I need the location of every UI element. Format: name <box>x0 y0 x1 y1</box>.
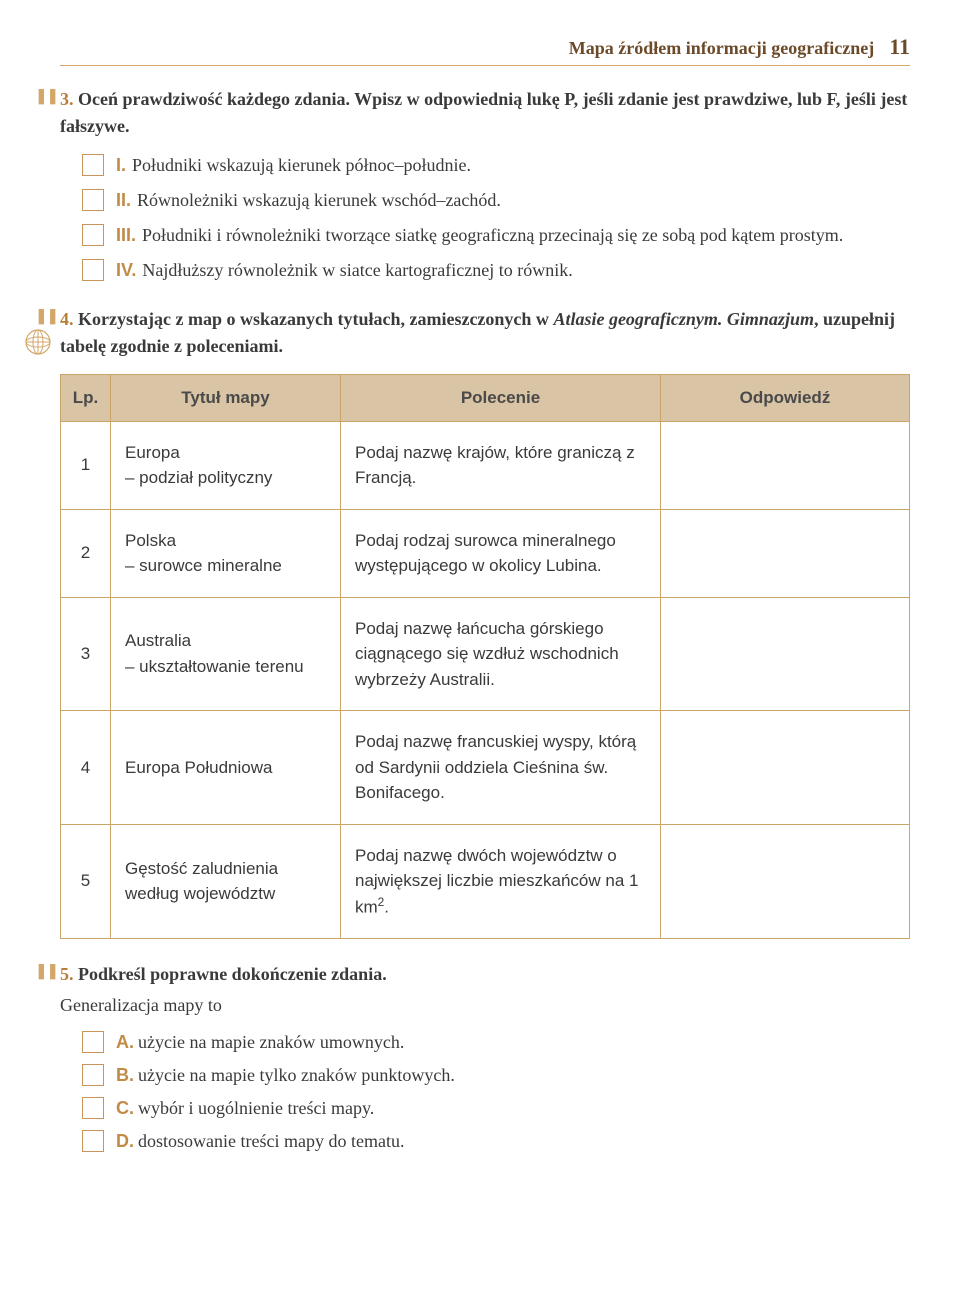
task-5: ■ ■■ ■■ ■ 5. Podkreśl poprawne dokończen… <box>60 961 910 1155</box>
option-letter: B. <box>116 1065 134 1085</box>
statement-row: I. Południki wskazują kierunek północ–poł… <box>82 152 910 179</box>
statement-row: IV. Najdłuższy równoleżnik w siatce karto… <box>82 257 910 284</box>
answer-box[interactable] <box>82 1130 104 1152</box>
cell-answer[interactable] <box>661 509 910 597</box>
header-lp: Lp. <box>61 375 111 422</box>
cell-answer[interactable] <box>661 421 910 509</box>
option-row: B.użycie na mapie tylko znaków punktowyc… <box>82 1062 910 1089</box>
answer-box[interactable] <box>82 1097 104 1119</box>
cell-polecenie: Podaj nazwę krajów, które graniczą z Fra… <box>341 421 661 509</box>
statement-text: Równoleżniki wskazują kierunek wschód–za… <box>137 190 501 210</box>
options-list: A.użycie na mapie znaków umownych. B.uży… <box>82 1029 910 1155</box>
table-row: 3Australia– ukształtowanie terenuPodaj n… <box>61 597 910 711</box>
cell-lp: 1 <box>61 421 111 509</box>
table-header-row: Lp. Tytuł mapy Polecenie Odpowiedź <box>61 375 910 422</box>
cell-answer[interactable] <box>661 824 910 938</box>
page-number: 11 <box>889 30 910 63</box>
table-row: 5Gęstość zaludnienia według województwPo… <box>61 824 910 938</box>
cell-lp: 5 <box>61 824 111 938</box>
header-answer: Odpowiedź <box>661 375 910 422</box>
cell-polecenie: Podaj nazwę dwóch województw o największ… <box>341 824 661 938</box>
page-header: Mapa źródłem informacji geograficznej 11 <box>60 30 910 66</box>
task-intro: Generalizacja mapy to <box>60 992 910 1019</box>
answer-box[interactable] <box>82 154 104 176</box>
answer-box[interactable] <box>82 1031 104 1053</box>
option-text: użycie na mapie tylko znaków punktowych. <box>138 1065 455 1085</box>
statement-row: III. Południki i równoleżniki tworzące si… <box>82 222 910 249</box>
cell-lp: 2 <box>61 509 111 597</box>
statement-text: Południki wskazują kierunek północ–połud… <box>132 155 471 175</box>
cell-title: Polska– surowce mineralne <box>111 509 341 597</box>
task-number: 3. <box>60 89 74 109</box>
cell-title: Europa Południowa <box>111 711 341 825</box>
option-letter: C. <box>116 1098 134 1118</box>
roman-numeral: III. <box>116 225 136 245</box>
statement-row: II. Równoleżniki wskazują kierunek wschód… <box>82 187 910 214</box>
option-text: dostosowanie treści mapy do tematu. <box>138 1131 404 1151</box>
task-marker-icon: ■ ■■ ■■ ■ <box>38 310 57 325</box>
answer-box[interactable] <box>82 259 104 281</box>
cell-title: Europa– podział polityczny <box>111 421 341 509</box>
cell-polecenie: Podaj nazwę łańcucha górskiego ciągnąceg… <box>341 597 661 711</box>
option-row: D.dostosowanie treści mapy do tematu. <box>82 1128 910 1155</box>
option-letter: D. <box>116 1131 134 1151</box>
cell-title: Australia– ukształtowanie terenu <box>111 597 341 711</box>
roman-numeral: IV. <box>116 260 136 280</box>
task-3: ■ ■■ ■■ ■ 3. Oceń prawdziwość każdego zd… <box>60 86 910 284</box>
option-text: wybór i uogólnienie treści mapy. <box>138 1098 374 1118</box>
roman-numeral: II. <box>116 190 131 210</box>
option-row: C.wybór i uogólnienie treści mapy. <box>82 1095 910 1122</box>
cell-title: Gęstość zaludnienia według województw <box>111 824 341 938</box>
statements-list: I. Południki wskazują kierunek północ–poł… <box>82 152 910 284</box>
header-title: Tytuł mapy <box>111 375 341 422</box>
cell-answer[interactable] <box>661 597 910 711</box>
option-row: A.użycie na mapie znaków umownych. <box>82 1029 910 1056</box>
task-instruction: Oceń prawdziwość każdego zdania. Wpisz w… <box>60 89 907 136</box>
header-polecenie: Polecenie <box>341 375 661 422</box>
option-letter: A. <box>116 1032 134 1052</box>
task-instruction: Korzystając z map o wskazanych tytułach,… <box>60 309 895 356</box>
globe-icon <box>24 328 52 364</box>
cell-lp: 3 <box>61 597 111 711</box>
task-instruction: Podkreśl poprawne dokończenie zdania. <box>78 964 387 984</box>
cell-polecenie: Podaj rodzaj surowca mineralnego występu… <box>341 509 661 597</box>
answer-box[interactable] <box>82 224 104 246</box>
answer-box[interactable] <box>82 1064 104 1086</box>
option-text: użycie na mapie znaków umownych. <box>138 1032 404 1052</box>
cell-polecenie: Podaj nazwę francuskiej wyspy, którą od … <box>341 711 661 825</box>
task-marker-icon: ■ ■■ ■■ ■ <box>38 90 57 105</box>
cell-lp: 4 <box>61 711 111 825</box>
statement-text: Najdłuższy równoleżnik w siatce kartogra… <box>142 260 572 280</box>
statement-text: Południki i równoleżniki tworzące siatkę… <box>142 225 843 245</box>
atlas-table: Lp. Tytuł mapy Polecenie Odpowiedź 1Euro… <box>60 374 910 939</box>
chapter-title: Mapa źródłem informacji geograficznej <box>569 35 874 62</box>
table-row: 4Europa PołudniowaPodaj nazwę francuskie… <box>61 711 910 825</box>
roman-numeral: I. <box>116 155 126 175</box>
task-number: 4. <box>60 309 74 329</box>
table-row: 1Europa– podział politycznyPodaj nazwę k… <box>61 421 910 509</box>
task-marker-icon: ■ ■■ ■■ ■ <box>38 965 57 980</box>
cell-answer[interactable] <box>661 711 910 825</box>
answer-box[interactable] <box>82 189 104 211</box>
task-4: ■ ■■ ■■ ■ 4. Korzystając z map o wskazan… <box>60 306 910 939</box>
task-number: 5. <box>60 964 74 984</box>
table-row: 2Polska– surowce mineralnePodaj rodzaj s… <box>61 509 910 597</box>
